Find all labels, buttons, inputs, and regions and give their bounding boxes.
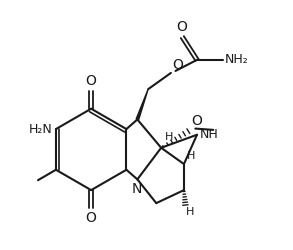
- Text: H: H: [187, 152, 195, 162]
- Polygon shape: [136, 89, 148, 120]
- Text: H: H: [165, 132, 173, 142]
- Text: O: O: [191, 114, 202, 128]
- Text: H₂N: H₂N: [29, 122, 53, 136]
- Text: H: H: [185, 207, 194, 217]
- Text: O: O: [172, 58, 183, 72]
- Text: O: O: [176, 20, 187, 34]
- Text: O: O: [86, 74, 97, 88]
- Text: NH₂: NH₂: [225, 54, 249, 66]
- Text: O: O: [86, 211, 97, 225]
- Text: NH: NH: [200, 128, 218, 141]
- Text: N: N: [132, 182, 142, 196]
